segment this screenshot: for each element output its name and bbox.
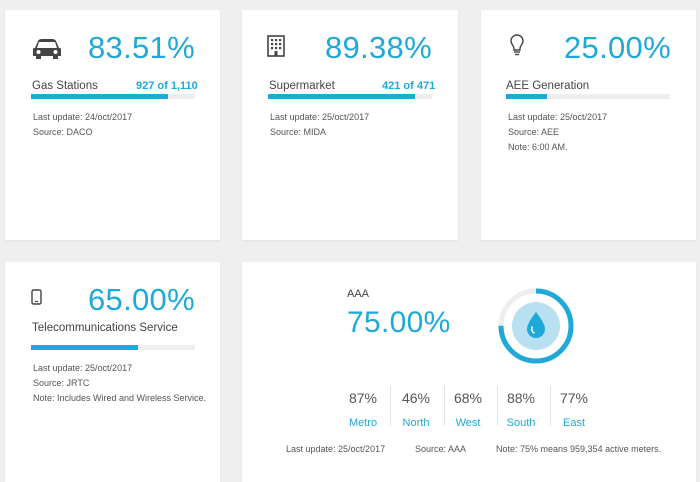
region-south: 88% South <box>494 388 548 429</box>
supermarket-card: 89.38% Supermarket 421 of 471 Last updat… <box>242 10 458 240</box>
gas-stations-last-update: Last update: 24/oct/2017 <box>33 112 133 122</box>
region-south-value: 88% <box>506 390 536 406</box>
gas-stations-progress-bar <box>31 94 195 99</box>
supermarket-meta: Last update: 25/oct/2017 Source: MIDA <box>270 110 369 140</box>
aaa-last-update: Last update: 25/oct/2017 <box>286 444 386 454</box>
aee-generation-meta: Last update: 25/oct/2017 Source: AEE Not… <box>508 110 607 155</box>
gas-stations-card: 83.51% Gas Stations 927 of 1,110 Last up… <box>5 10 220 240</box>
gas-stations-label: Gas Stations <box>32 80 98 92</box>
supermarket-progress-fill <box>268 94 415 99</box>
region-east-value: 77% <box>559 390 589 406</box>
supermarket-label: Supermarket <box>269 80 335 92</box>
building-icon <box>267 35 285 57</box>
telecommunications-label: Telecommunications Service <box>32 322 178 334</box>
aaa-note: Note: 75% means 959,354 active meters. <box>496 444 662 454</box>
aee-generation-progress-bar <box>506 94 670 99</box>
water-drop-icon <box>512 302 560 350</box>
telecommunications-progress-bar <box>31 345 195 350</box>
aaa-percent: 75.00% <box>347 306 451 339</box>
region-north: 46% North <box>389 388 443 429</box>
region-east-link[interactable]: East <box>562 417 585 429</box>
aee-generation-note: Note: 6:00 AM. <box>508 142 568 152</box>
telecommunications-note: Note: Includes Wired and Wireless Servic… <box>33 393 207 403</box>
region-west-value: 68% <box>453 390 483 406</box>
region-metro-value: 87% <box>348 390 378 406</box>
region-divider <box>444 386 445 426</box>
telecommunications-meta: Last update: 25/oct/2017 Source: JRTC No… <box>33 361 206 406</box>
supermarket-count: 421 of 471 <box>382 80 436 92</box>
region-divider <box>550 386 551 426</box>
phone-icon <box>31 289 42 305</box>
gas-stations-source: Source: DACO <box>33 127 93 137</box>
aaa-water-card <box>242 262 696 482</box>
gas-stations-meta: Last update: 24/oct/2017 Source: DACO <box>33 110 132 140</box>
supermarket-source: Source: MIDA <box>270 127 327 137</box>
gas-stations-count: 927 of 1,110 <box>136 80 198 92</box>
region-east: 77% East <box>547 388 601 429</box>
region-north-value: 46% <box>401 390 431 406</box>
region-north-link[interactable]: North <box>402 417 430 429</box>
supermarket-percent: 89.38% <box>325 30 432 65</box>
supermarket-progress-bar <box>268 94 432 99</box>
aee-generation-last-update: Last update: 25/oct/2017 <box>508 112 608 122</box>
aaa-source: Source: AAA <box>415 444 467 454</box>
telecommunications-last-update: Last update: 25/oct/2017 <box>33 363 133 373</box>
telecommunications-progress-fill <box>31 345 138 350</box>
aaa-title: AAA <box>347 288 370 300</box>
telecommunications-percent: 65.00% <box>88 282 195 317</box>
aaa-progress-ring <box>498 288 574 364</box>
region-west: 68% West <box>441 388 495 429</box>
region-divider <box>497 386 498 426</box>
lightbulb-icon <box>510 34 524 56</box>
region-metro-link[interactable]: Metro <box>348 417 378 429</box>
gas-stations-percent: 83.51% <box>88 30 195 65</box>
aaa-ring-fill <box>498 288 574 364</box>
region-west-link[interactable]: West <box>455 417 481 429</box>
aee-generation-progress-fill <box>506 94 547 99</box>
aee-generation-source: Source: AEE <box>508 127 560 137</box>
telecommunications-card: 65.00% Telecommunications Service Last u… <box>5 262 220 482</box>
region-south-link[interactable]: South <box>506 417 536 429</box>
aee-generation-percent: 25.00% <box>564 30 671 65</box>
gas-stations-progress-fill <box>31 94 168 99</box>
aee-generation-label: AEE Generation <box>506 80 590 92</box>
car-icon <box>33 39 61 59</box>
aee-generation-card: 25.00% AEE Generation Last update: 25/oc… <box>481 10 696 240</box>
region-divider <box>390 386 391 426</box>
region-metro: 87% Metro <box>336 388 390 429</box>
supermarket-last-update: Last update: 25/oct/2017 <box>270 112 370 122</box>
telecommunications-source: Source: JRTC <box>33 378 90 388</box>
